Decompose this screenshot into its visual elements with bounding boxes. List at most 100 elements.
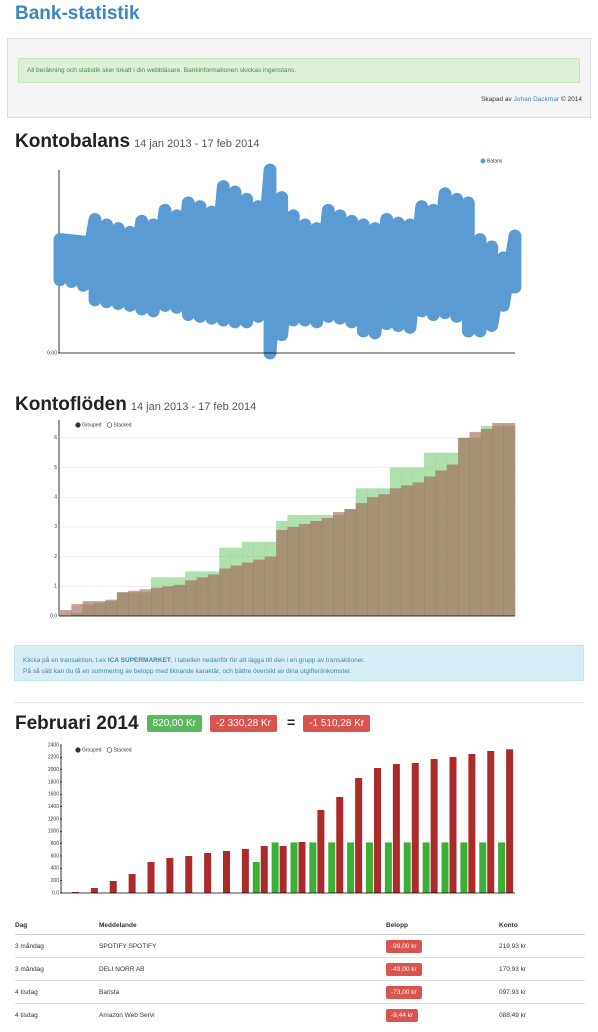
info-box: Klicka på en transaktion, t.ex ICA SUPER…: [14, 645, 584, 681]
legend-label: Grouped: [82, 422, 102, 428]
bar: [487, 750, 495, 893]
cell: 170,93 kr: [499, 957, 585, 981]
cell: 3 måndag: [15, 957, 99, 981]
flow-step: [321, 518, 334, 616]
bar: [185, 856, 193, 893]
bar: [90, 888, 98, 893]
bar: [498, 842, 506, 893]
author-link[interactable]: Johan Dackmar: [513, 96, 560, 103]
y-tick-label: 1200: [48, 816, 59, 822]
bar: [260, 846, 268, 893]
y-tick-label: 0.0: [52, 890, 59, 896]
bar: [430, 758, 438, 893]
bar: [223, 851, 230, 893]
y-tick-label: 1600: [48, 792, 59, 798]
flow-step: [94, 601, 106, 616]
bar: [479, 842, 487, 893]
y-tick-label: 6: [54, 435, 57, 441]
info-line: Klicka på en transaktion, t.ex ICA SUPER…: [23, 655, 583, 666]
balance-area: [53, 163, 522, 360]
flow-step: [207, 574, 220, 616]
flow-step: [287, 526, 300, 616]
flow-step: [412, 482, 425, 616]
cell: 3 måndag: [15, 934, 99, 958]
transaction-row[interactable]: 4 tisdag Barista -73,00 kr 097,93 kr: [15, 980, 585, 1004]
notice: All beräkning och statistik sker lokalt …: [18, 58, 580, 83]
flow-step: [60, 610, 72, 616]
bar: [109, 880, 117, 893]
summary-badge: -1 510,28 Kr: [303, 715, 371, 732]
transaction-row[interactable]: 4 tisdag Amazon Web Servi -9,44 kr 088,49 k…: [15, 1003, 585, 1026]
text: ICA SUPERMARKET: [107, 657, 171, 664]
transaction-row[interactable]: 3 måndag DELI NORR AB -49,00 kr 170,93 kr: [15, 957, 585, 981]
column-header: Belopp: [386, 916, 499, 935]
legend-option: [106, 422, 113, 428]
flow-step: [389, 488, 402, 616]
flow-step: [492, 422, 504, 616]
cell: DELI NORR AB: [99, 957, 386, 981]
flow-step: [503, 422, 516, 616]
bar: [355, 777, 363, 893]
text: , i tabellen nedanför för att lägga till…: [170, 657, 365, 664]
flow-step: [173, 584, 186, 616]
flow-step: [264, 556, 277, 616]
flow-step: [242, 562, 254, 616]
bar: [309, 842, 317, 893]
column-header: Konto: [499, 916, 585, 935]
flow-step: [219, 568, 231, 616]
transaction-row[interactable]: 3 måndag SPOTIFY SPOTIFY -99,00 kr 219,93 k…: [15, 934, 585, 958]
y-tick-label: 200: [51, 878, 60, 884]
y-tick-label: 4: [54, 495, 57, 501]
subtitle: 14 jan 2013 - 17 feb 2014: [134, 138, 260, 150]
bar: [449, 757, 457, 893]
flow-step: [333, 512, 345, 616]
bar: [72, 892, 79, 893]
bar: [298, 842, 306, 893]
title: Kontobalans: [15, 131, 131, 152]
bar: [441, 842, 449, 893]
cell: SPOTIFY SPOTIFY: [99, 934, 386, 958]
bar: [271, 842, 279, 893]
flow-step: [253, 559, 266, 616]
y-tick-label: 0.00: [47, 350, 57, 356]
y-tick-label: 2200: [48, 755, 59, 761]
flow-step: [435, 470, 448, 616]
column-header: Meddelande: [99, 916, 386, 935]
credit-text: Skapad av: [481, 96, 514, 103]
bar: [374, 768, 381, 893]
flow-step: [162, 586, 175, 616]
y-tick-label: 2: [54, 554, 57, 560]
cell: -73,00 kr: [386, 980, 499, 1004]
bar: [347, 842, 355, 893]
info-line: På så sätt kan du få en summering av bel…: [23, 668, 352, 675]
summary-badge: 820,00 Kr: [146, 715, 202, 732]
flow-step: [230, 565, 243, 616]
bar: [290, 842, 298, 893]
legend-label: Balans: [487, 158, 503, 164]
bar: [366, 842, 373, 893]
chart: 0.0 1 2 3 4 5 6 Grouped Stacked: [50, 420, 516, 619]
flow-step: [355, 503, 368, 616]
bar: [279, 846, 287, 893]
legend-label: Stacked: [113, 422, 131, 428]
title: Kontoflöden: [15, 394, 127, 415]
flow-step: [469, 431, 482, 616]
transactions-table: Dag Meddelande Belopp Konto 3 måndag SPOTIFY …: [15, 916, 585, 1026]
bar: [468, 754, 476, 893]
y-tick-label: 1: [54, 584, 57, 590]
bar: [506, 749, 514, 893]
summary-badge: -2 330,28 Kr: [209, 715, 277, 732]
bar: [460, 842, 468, 893]
text: Klicka på en transaktion, t.ex: [23, 657, 108, 664]
flow-step: [310, 520, 322, 616]
y-tick-label: 5: [54, 465, 57, 471]
flow-step: [480, 428, 493, 616]
credit: Skapad av Johan Dackmar © 2014: [481, 96, 582, 103]
flow-step: [82, 601, 95, 616]
cell: -9,44 kr: [386, 1003, 499, 1026]
cell: 219,93 kr: [499, 934, 585, 958]
equals: =: [287, 714, 296, 730]
flow-step: [378, 494, 391, 616]
y-tick-label: 800: [51, 841, 60, 847]
